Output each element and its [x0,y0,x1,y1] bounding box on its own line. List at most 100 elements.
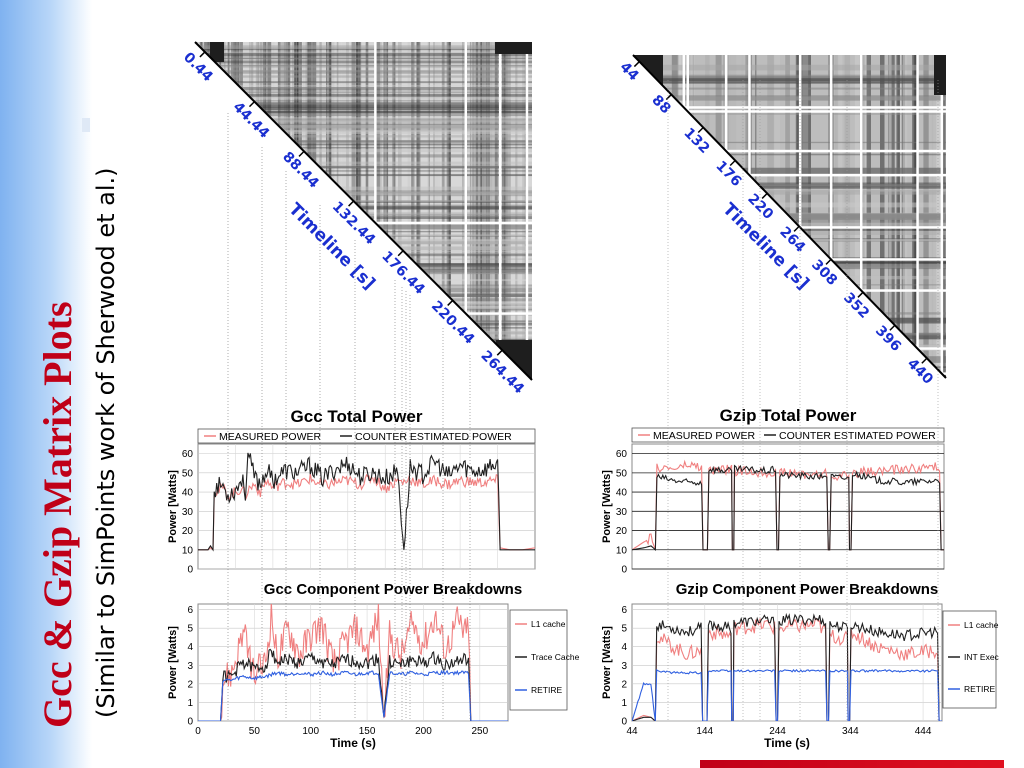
matrix-stripe [416,42,421,380]
matrix-stripe [633,153,946,156]
matrix-stripe [633,183,946,188]
matrix-stripe [385,42,388,380]
matrix-stripe [494,42,499,380]
matrix-stripe [195,125,532,129]
matrix-separator [633,173,946,177]
x-axis-label: Time (s) [330,736,376,750]
matrix-stripe [195,343,532,347]
legend-box [942,610,997,709]
matrix-stripe [497,42,500,380]
matrix-stripe [195,250,532,253]
matrix-stripe [515,42,518,380]
plot-frame [197,443,536,570]
matrix-stripe [199,42,202,380]
matrix-separator [374,42,377,380]
x-tick-label: 150 [359,726,376,737]
matrix-separator [916,55,919,378]
matrix-stripe [436,42,440,380]
matrix-stripe [195,192,532,197]
matrix-stripe [471,42,473,380]
matrix-separator [195,346,532,350]
matrix-stripe [195,93,532,97]
matrix-stripe [423,42,427,380]
y-tick-label: 4 [621,642,627,653]
matrix-stripe [633,366,946,368]
x-tick-label: 50 [249,726,261,737]
matrix-stripe [195,190,532,193]
matrix-stripe [462,42,464,380]
matrix-stripe [195,191,532,194]
y-tick-label: 3 [187,661,193,672]
matrix-tick [697,126,704,134]
matrix-tick [348,200,355,207]
matrix-stripe [195,96,532,99]
matrix-stripe [637,55,645,378]
matrix-stripe [436,42,438,380]
matrix-stripe [195,320,532,322]
matrix-separator [633,289,946,292]
matrix-stripe [195,64,532,68]
matrix-stripe [195,336,532,340]
matrix-stripe [400,42,402,380]
matrix-stripe [774,55,780,378]
guide-lines [227,80,939,720]
matrix-stripe [195,57,532,60]
chart-title: Gzip Total Power [720,406,857,425]
matrix-stripe [507,42,511,380]
matrix-stripe [195,204,532,207]
matrix-separator [195,312,532,315]
matrix-stripe [195,374,532,378]
matrix-stripe [195,53,532,57]
matrix-tick [447,299,454,306]
matrix-tick [665,94,672,101]
gcc-component-power-chart: Gcc Component Power Breakdowns 0 1 2 3 4 5 6 0 50… [167,581,580,750]
matrix-separator [686,55,689,378]
matrix-stripe [486,42,490,380]
y-axis-label: Power [Watts] [167,626,179,699]
matrix-stripe [383,42,386,380]
series-line [632,617,942,721]
matrix-separator [633,106,946,109]
matrix-stripe [195,253,532,257]
y-tick-label: 0 [621,565,627,576]
y-tick-label: 2 [621,679,627,690]
matrix-dark-block [495,42,532,54]
matrix-stripe [446,42,449,380]
matrix-stripe [633,95,946,101]
matrix-separator [499,42,502,380]
matrix-stripe [195,146,532,149]
matrix-tick [248,101,256,108]
y-tick-label: 40 [616,488,628,499]
matrix-stripe [195,186,532,191]
matrix-stripe [479,42,483,380]
matrix-separator [682,55,686,378]
matrix-stripe [636,55,642,378]
bottom-accent-bar [700,760,1004,768]
matrix-stripe [195,108,532,111]
legend-box [509,609,568,711]
matrix-stripe [195,367,532,369]
matrix-stripe [195,258,532,260]
matrix-stripe [195,170,532,172]
series-line [632,612,942,721]
matrix-stripe [195,305,532,309]
matrix-stripe [715,55,722,378]
series-line [198,604,508,721]
y-tick-label: 40 [182,488,194,499]
y-tick-label: 50 [616,468,628,479]
matrix-stripe [633,318,946,324]
matrix-stripe [633,332,946,336]
matrix-stripe [195,200,532,203]
matrix-stripe [195,85,532,87]
y-tick-label: 0 [187,717,193,728]
matrix-stripe [207,42,210,380]
matrix-stripe [195,123,532,126]
x-tick-label: 244 [769,726,786,737]
matrix-stripe [195,130,532,133]
matrix-stripe [212,42,216,380]
legend-label: RETIRE [531,685,563,695]
matrix-stripe [195,101,532,106]
y-tick-label: 0 [187,565,193,576]
matrix-tick [729,159,736,166]
